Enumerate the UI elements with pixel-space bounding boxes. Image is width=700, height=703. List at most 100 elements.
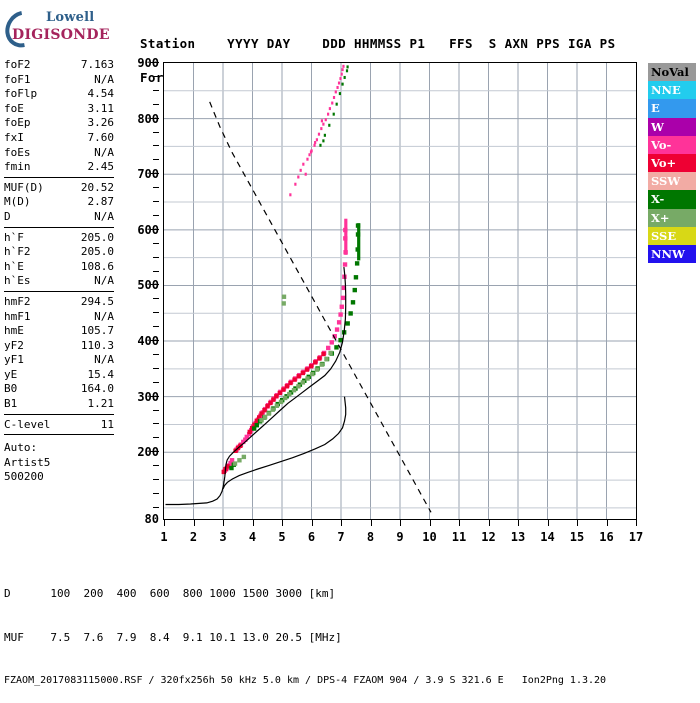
- param-row: D N/A: [4, 210, 114, 225]
- param-row: yF2 110.3: [4, 339, 114, 354]
- legend-item-w[interactable]: W: [648, 117, 696, 136]
- param-row: B1 1.21: [4, 397, 114, 412]
- legend-item-x-[interactable]: X+: [648, 208, 696, 227]
- series-vo-ordinary-positive-doppler-: [221, 351, 326, 475]
- y-tick-mark: [151, 117, 159, 119]
- param-row: fmin 2.45: [4, 160, 114, 175]
- param-value: 1.21: [87, 397, 115, 411]
- y-tick-mark: [153, 89, 159, 91]
- param-row: MUF(D) 20.52: [4, 181, 114, 196]
- x-tick-label: 17: [628, 530, 644, 544]
- series-scatter-echoes-vo-upper-: [289, 64, 345, 197]
- legend-item-e[interactable]: E: [648, 99, 696, 118]
- x-tick-mark: [459, 520, 460, 526]
- y-tick-label: 400: [137, 334, 159, 349]
- param-key: fxI: [4, 130, 24, 144]
- x-tick-mark: [252, 520, 254, 526]
- x-tick-label: 9: [396, 530, 404, 544]
- param-key: foF2: [4, 58, 31, 71]
- y-tick-mark: [153, 187, 159, 189]
- x-tick-mark: [311, 520, 313, 526]
- param-group-muf: MUF(D) 20.52 M(D) 2.87 D N/A: [4, 181, 114, 228]
- param-value: 7.60: [87, 130, 115, 144]
- legend-item-vo-[interactable]: Vo-: [648, 135, 696, 154]
- param-key: foEp: [4, 116, 31, 130]
- legend-item-nne[interactable]: NNE: [648, 81, 696, 100]
- param-row: fxI 7.60: [4, 131, 114, 146]
- y-tick-label: 80: [144, 512, 159, 526]
- param-row: foEp 3.26: [4, 116, 114, 131]
- param-value: 11: [100, 417, 114, 431]
- legend-item-x-[interactable]: X-: [648, 190, 696, 209]
- polarization-legend[interactable]: NoVal NNE E W Vo- Vo+ SSW X- X+ SSE NNW: [648, 63, 696, 264]
- x-tick-mark: [400, 520, 401, 526]
- param-group-clevel: C-level 11: [4, 418, 114, 436]
- y-tick-label: 200: [137, 445, 159, 460]
- x-tick-mark: [429, 520, 431, 526]
- x-tick-label: 12: [481, 530, 496, 544]
- y-tick-mark: [153, 312, 159, 314]
- param-row: h`E 108.6: [4, 260, 114, 275]
- x-tick-mark: [282, 520, 283, 526]
- param-value: 15.4: [87, 367, 115, 381]
- legend-item-vo-[interactable]: Vo+: [648, 153, 696, 173]
- legend-item-nnw[interactable]: NNW: [648, 244, 696, 264]
- y-tick-label: 300: [137, 389, 159, 404]
- param-key: C-level: [4, 417, 51, 431]
- y-tick-mark: [151, 340, 159, 342]
- param-row: yE 15.4: [4, 368, 114, 383]
- param-value: 2.45: [87, 160, 115, 174]
- param-group-frequencies: foF2 7.163 foF1 N/A foFlp 4.54 foE 3.11 foEp 3.26…: [4, 58, 114, 178]
- param-value: N/A: [94, 72, 114, 86]
- x-tick-mark: [518, 520, 519, 526]
- param-key: hmE: [4, 324, 24, 338]
- y-tick-mark: [153, 353, 159, 355]
- y-tick-mark: [151, 173, 159, 175]
- logo-digisonde-text: DIGISONDE: [12, 27, 110, 43]
- param-row: B0 164.0: [4, 382, 114, 397]
- param-row: foFlp 4.54: [4, 87, 114, 102]
- y-tick-mark: [153, 423, 159, 425]
- param-key: yF1: [4, 353, 24, 367]
- param-row: foF2 7.163: [4, 58, 114, 73]
- param-key: yF2: [4, 338, 24, 352]
- param-value: 105.7: [80, 324, 114, 338]
- x-tick-label: 13: [510, 530, 526, 544]
- y-tick-mark: [153, 256, 159, 258]
- x-tick-mark: [577, 520, 578, 526]
- y-tick-mark: [153, 270, 159, 272]
- series-scatter-echoes-x-upper-: [319, 65, 349, 147]
- x-tick-mark: [164, 520, 165, 526]
- param-key: yE: [4, 367, 18, 381]
- param-row: M(D) 2.87: [4, 195, 114, 210]
- y-tick-mark: [151, 228, 159, 230]
- param-key: B0: [4, 382, 18, 396]
- param-value: N/A: [94, 209, 114, 223]
- param-value: N/A: [94, 145, 114, 159]
- auto-line: Artist5: [4, 455, 51, 469]
- x-tick-label: 8: [366, 530, 375, 544]
- y-tick-mark: [151, 62, 159, 63]
- footer-file-row: FZAOM_2017083115000.RSF / 320fx256h 50 k…: [4, 675, 607, 686]
- series-vo-ordinary-trace-: [222, 227, 348, 474]
- param-key: fmin: [4, 160, 31, 174]
- x-tick-label: 3: [219, 530, 227, 544]
- y-tick-mark: [151, 451, 159, 453]
- x-tick-mark: [193, 520, 195, 526]
- param-group-profile: hmF2 294.5 hmF1 N/A hmE 105.7 yF2 110.3 yF1 N/A yE…: [4, 295, 114, 415]
- legend-item-noval[interactable]: NoVal: [648, 63, 696, 82]
- param-key: foEs: [4, 145, 31, 159]
- y-tick-mark: [153, 409, 159, 411]
- legend-item-sse[interactable]: SSE: [648, 226, 696, 245]
- param-value: N/A: [94, 309, 114, 323]
- param-key: M(D): [4, 195, 31, 209]
- param-value: 205.0: [80, 230, 114, 244]
- legend-item-ssw[interactable]: SSW: [648, 172, 696, 191]
- y-tick-label: 900: [137, 56, 159, 70]
- y-tick-mark: [153, 131, 159, 133]
- ionogram-plot[interactable]: [163, 62, 637, 520]
- x-tick-mark: [223, 520, 224, 526]
- x-tick-label: 10: [422, 530, 437, 544]
- y-tick-label: 700: [137, 167, 159, 182]
- y-tick-mark: [153, 214, 159, 216]
